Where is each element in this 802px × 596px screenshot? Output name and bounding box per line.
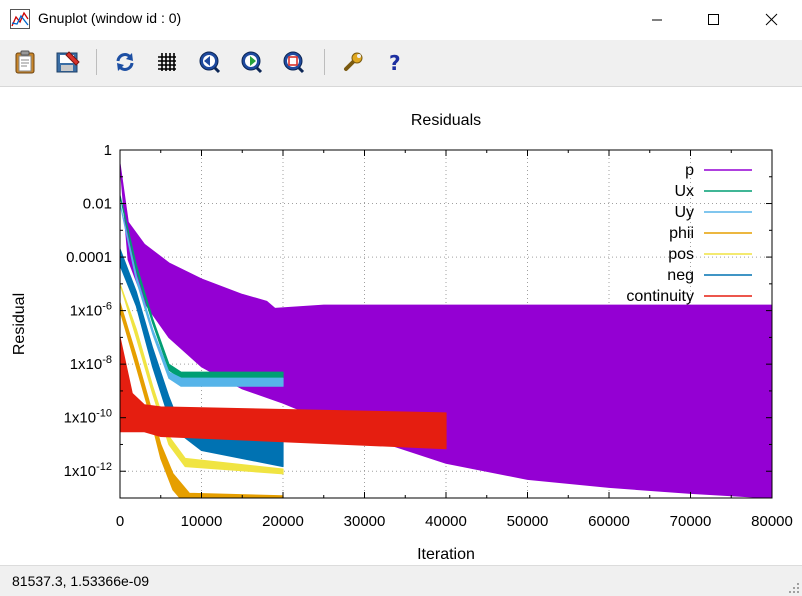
help-button[interactable]: ?: [380, 47, 410, 77]
chart-title: Residuals: [411, 112, 481, 129]
series-neg: [120, 248, 284, 468]
legend-label-neg: neg: [667, 267, 694, 284]
y-tick-label: 1x10-12: [64, 461, 112, 480]
replot-button[interactable]: [110, 47, 140, 77]
legend-label-continuity: continuity: [626, 288, 694, 305]
next-zoom-button[interactable]: [236, 47, 266, 77]
series-pos: [120, 283, 284, 475]
options-button[interactable]: [338, 47, 368, 77]
close-icon: [765, 13, 778, 26]
y-tick-label: 1x10-10: [64, 408, 112, 427]
x-tick-label: 0: [116, 513, 124, 530]
legend-label-Uy: Uy: [674, 204, 694, 221]
legend-label-pos: pos: [668, 246, 694, 263]
toolbar-separator: [324, 49, 325, 75]
series-Uy: [120, 202, 284, 387]
x-tick-label: 70000: [670, 513, 712, 530]
gnuplot-app-icon: [10, 9, 30, 29]
series-continuity: [120, 336, 447, 450]
y-tick-label: 0.0001: [66, 249, 112, 266]
series-Ux: [120, 194, 284, 379]
axes: 0 10000 20000 30000 40000 50000 60000 70000 8000…: [64, 142, 793, 530]
x-tick-label: 40000: [425, 513, 467, 530]
minimize-icon: [652, 19, 662, 21]
maximize-icon: [708, 14, 719, 25]
autoscale-icon: [283, 51, 305, 74]
legend-label-p: p: [685, 162, 694, 179]
x-tick-label: 50000: [507, 513, 549, 530]
legend: p Ux Uy phii pos neg continuity: [626, 162, 752, 305]
x-tick-label: 30000: [344, 513, 386, 530]
autoscale-button[interactable]: [278, 47, 308, 77]
legend-label-Ux: Ux: [674, 183, 694, 200]
toolbar-separator: [96, 49, 97, 75]
x-tick-label: 60000: [588, 513, 630, 530]
previous-zoom-button[interactable]: [194, 47, 224, 77]
status-bar: 81537.3, 1.53366e-09: [0, 565, 802, 596]
svg-text:?: ?: [389, 51, 401, 74]
title-bar[interactable]: Gnuplot (window id : 0): [0, 0, 802, 40]
residuals-chart[interactable]: Residuals Iteration Residual 0 10000 20000…: [0, 87, 802, 565]
help-icon: ?: [389, 51, 401, 74]
legend-label-phii: phii: [669, 225, 694, 242]
series-group: [120, 163, 772, 498]
x-tick-label: 80000: [751, 513, 793, 530]
x-axis-label: Iteration: [417, 546, 475, 563]
minimize-button[interactable]: [634, 0, 680, 40]
y-tick-label: 1x10-8: [70, 354, 112, 373]
mouse-coordinates: 81537.3, 1.53366e-09: [12, 573, 150, 589]
toggle-grid-button[interactable]: [152, 47, 182, 77]
x-tick-label: 10000: [181, 513, 223, 530]
zoom-forward-icon: [241, 51, 263, 74]
replot-icon: [116, 53, 134, 71]
resize-grip-icon[interactable]: [788, 582, 800, 594]
wrench-icon: [344, 52, 363, 71]
y-tick-label: 1: [104, 142, 112, 159]
y-tick-label: 1x10-6: [70, 301, 112, 320]
data-series: [120, 163, 772, 498]
print-button[interactable]: [52, 47, 82, 77]
plot-area[interactable]: Residuals Iteration Residual 0 10000 20000…: [0, 87, 802, 565]
x-tick-label: 20000: [262, 513, 304, 530]
grid-icon: [158, 53, 176, 71]
close-button[interactable]: [748, 0, 794, 40]
copy-to-clipboard-button[interactable]: [10, 47, 40, 77]
window-title: Gnuplot (window id : 0): [38, 10, 182, 26]
maximize-button[interactable]: [690, 0, 736, 40]
y-axis-label: Residual: [11, 293, 28, 355]
y-tick-label: 0.01: [83, 196, 112, 213]
zoom-back-icon: [199, 51, 221, 74]
toolbar: ?: [0, 40, 802, 87]
print-icon: [56, 51, 80, 73]
clipboard-icon: [15, 50, 35, 74]
